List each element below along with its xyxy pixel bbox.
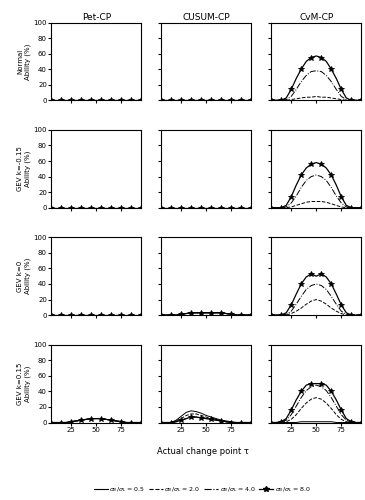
Y-axis label: Normal
Ability (%): Normal Ability (%)	[17, 43, 31, 80]
Title: Pet-CP: Pet-CP	[82, 12, 111, 22]
Title: CvM-CP: CvM-CP	[299, 12, 333, 22]
Y-axis label: GEV k=0.15
Ability (%): GEV k=0.15 Ability (%)	[17, 362, 31, 405]
Legend: $\sigma_B/\sigma_L$ = 0.5, $\sigma_B/\sigma_L$ = 2.0, $\sigma_B/\sigma_L$ = 4.0,: $\sigma_B/\sigma_L$ = 0.5, $\sigma_B/\si…	[91, 483, 314, 497]
Text: Actual change point τ: Actual change point τ	[157, 448, 249, 456]
Y-axis label: GEV k=0
Ability (%): GEV k=0 Ability (%)	[17, 258, 31, 294]
Title: CUSUM-CP: CUSUM-CP	[182, 12, 230, 22]
Y-axis label: GEV k=-0.15
Ability (%): GEV k=-0.15 Ability (%)	[17, 146, 31, 191]
